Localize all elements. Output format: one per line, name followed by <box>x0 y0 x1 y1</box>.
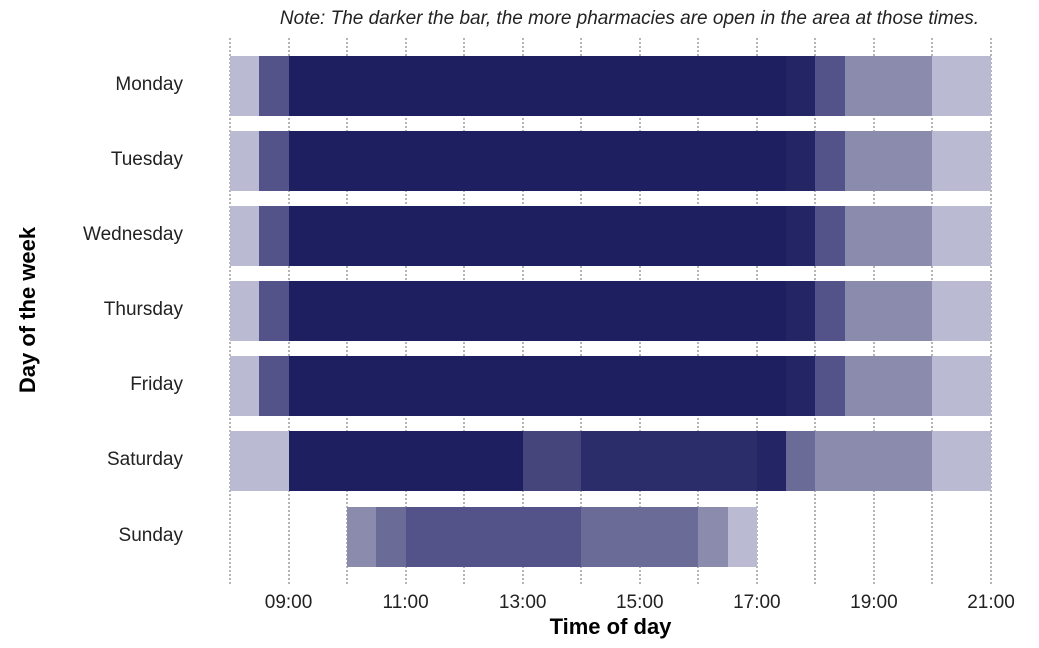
bar-segment <box>230 131 260 191</box>
bar-segment <box>230 356 260 416</box>
bar-segment <box>259 56 289 116</box>
bar-segment <box>522 431 582 491</box>
bar-segment <box>844 206 933 266</box>
x-tick-label: 15:00 <box>615 592 664 613</box>
bar-segment <box>844 281 933 341</box>
gridline <box>990 38 992 584</box>
y-tick-label: Tuesday <box>110 149 183 170</box>
bar-segment <box>230 431 289 491</box>
bar-segment <box>932 131 991 191</box>
y-tick-label: Friday <box>130 374 183 395</box>
bar-segment <box>727 507 757 567</box>
bar-segment <box>288 431 523 491</box>
bar-segment <box>815 281 845 341</box>
x-tick-label: 19:00 <box>850 592 898 613</box>
x-tick-label: 13:00 <box>498 592 547 613</box>
y-tick-label: Wednesday <box>83 224 183 245</box>
bar-segment <box>932 206 991 266</box>
bar-segment <box>844 56 933 116</box>
bar-row-sunday <box>230 507 991 567</box>
bar-segment <box>288 56 787 116</box>
bar-segment <box>786 206 816 266</box>
chart-note: Note: The darker the bar, the more pharm… <box>279 8 980 29</box>
bar-segment <box>581 431 757 491</box>
y-tick-label: Saturday <box>106 449 183 470</box>
y-tick-label: Thursday <box>103 299 183 320</box>
bar-segment <box>230 56 260 116</box>
bar-segment <box>376 507 406 567</box>
bar-segment <box>932 431 991 491</box>
bar-segment <box>288 131 787 191</box>
bar-segment <box>815 131 845 191</box>
bar-segment <box>844 356 933 416</box>
x-axis-title: Time of day <box>549 614 672 639</box>
bar-segment <box>581 507 699 567</box>
bar-segment <box>259 356 289 416</box>
x-tick-label: 17:00 <box>733 592 781 613</box>
y-tick-label: Sunday <box>118 525 183 546</box>
bar-segment <box>288 281 787 341</box>
bar-segment <box>347 507 377 567</box>
bar-segment <box>259 131 289 191</box>
bar-row-monday <box>230 56 991 116</box>
y-tick-label: Monday <box>115 74 183 95</box>
x-tick-label: 21:00 <box>967 592 1015 613</box>
bar-segment <box>259 206 289 266</box>
bar-segment <box>786 431 816 491</box>
bar-segment <box>815 356 845 416</box>
bar-segment <box>786 56 816 116</box>
bar-row-saturday <box>230 431 991 491</box>
bar-segment <box>786 281 816 341</box>
bar-row-thursday <box>230 281 991 341</box>
bar-segment <box>815 431 933 491</box>
bar-segment <box>932 281 991 341</box>
bar-segment <box>405 507 582 567</box>
bar-segment <box>815 56 845 116</box>
bar-segment <box>786 356 816 416</box>
bar-segment <box>815 206 845 266</box>
bar-segment <box>288 206 787 266</box>
x-tick-label: 09:00 <box>264 592 313 613</box>
bar-segment <box>756 431 787 491</box>
bar-segment <box>288 356 787 416</box>
plot-area <box>229 38 992 584</box>
bar-row-tuesday <box>230 131 991 191</box>
bar-row-wednesday <box>230 206 991 266</box>
bar-segment <box>932 356 991 416</box>
bar-segment <box>844 131 933 191</box>
bar-segment <box>230 206 260 266</box>
bar-segment <box>259 281 289 341</box>
bar-segment <box>932 56 991 116</box>
bar-segment <box>786 131 816 191</box>
bar-row-friday <box>230 356 991 416</box>
bar-segment <box>230 281 260 341</box>
x-tick-label: 11:00 <box>382 592 429 613</box>
bar-segment <box>698 507 728 567</box>
